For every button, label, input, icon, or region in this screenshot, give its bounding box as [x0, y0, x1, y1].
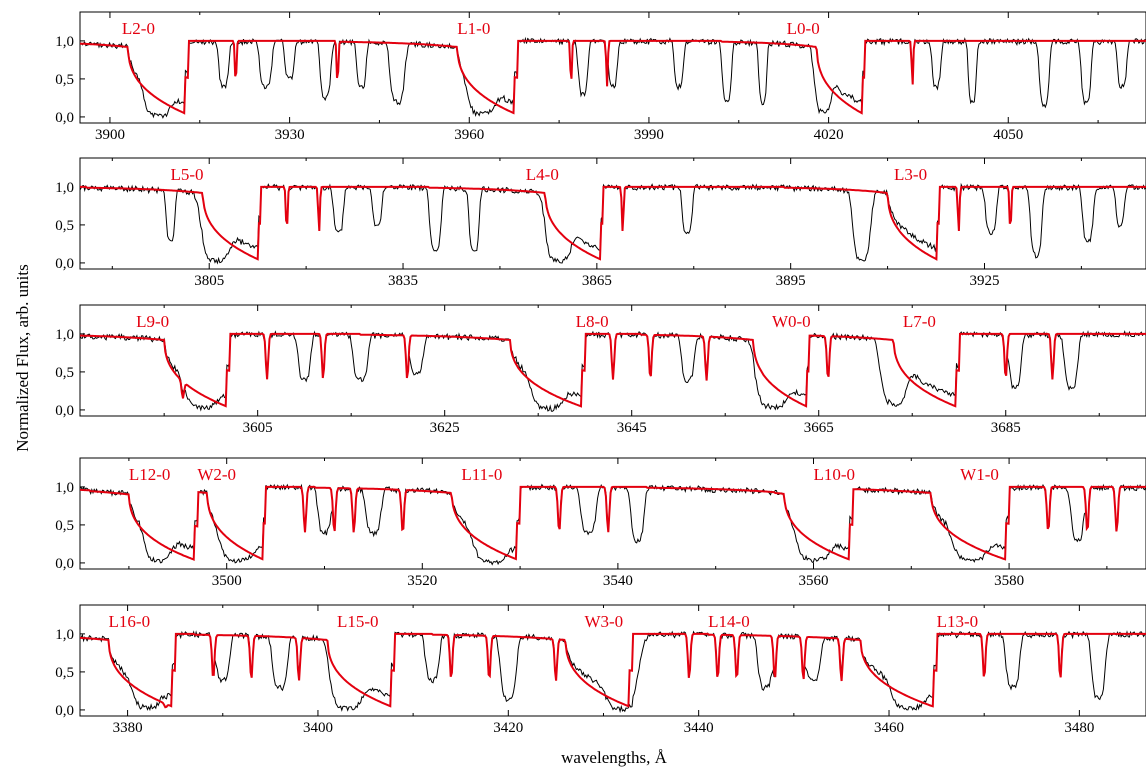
model-spectrum-line [80, 39, 1146, 115]
band-label: L13-0 [937, 612, 979, 631]
y-tick-label: 1,0 [55, 34, 74, 50]
band-label: W1-0 [960, 465, 999, 484]
series-group [80, 36, 1146, 119]
y-tick-label: 1,0 [55, 327, 74, 343]
x-tick-label: 3990 [634, 127, 664, 143]
y-tick-label: 0,0 [55, 703, 74, 719]
series-group [80, 630, 1146, 714]
panel-3: 0,0 0,5 1,0 3605 3625 3645 3665 3685 L9-0 L8-0 W0-… [55, 304, 1146, 436]
band-label: L2-0 [122, 19, 155, 38]
y-axis-title: Normalized Flux, arb. units [13, 264, 32, 451]
x-tick-label: 3625 [430, 420, 460, 436]
band-label: L4-0 [526, 165, 559, 184]
x-tick-label: 3805 [194, 273, 224, 289]
band-label: L16-0 [109, 612, 151, 631]
band-label: L10-0 [813, 465, 855, 484]
y-tick-label: 0,0 [55, 256, 74, 272]
y-tick-label: 1,0 [55, 480, 74, 496]
x-tick-label: 3835 [388, 273, 418, 289]
band-label: W2-0 [197, 465, 236, 484]
x-tick-label: 3895 [776, 273, 806, 289]
band-label: L8-0 [576, 312, 609, 331]
y-tick-label: 0,5 [55, 365, 74, 381]
y-tick-label: 1,0 [55, 627, 74, 643]
y-tick-label: 0,5 [55, 665, 74, 681]
band-label: L11-0 [461, 465, 502, 484]
y-tick-label: 0,5 [55, 518, 74, 534]
model-spectrum-line [80, 332, 1146, 408]
y-tick-label: 1,0 [55, 180, 74, 196]
y-tick-label: 0,5 [55, 218, 74, 234]
x-tick-label: 4050 [993, 127, 1023, 143]
series-group [80, 182, 1146, 265]
band-label: L7-0 [903, 312, 936, 331]
band-label: W0-0 [772, 312, 811, 331]
band-label: L0-0 [787, 19, 820, 38]
x-axis-title: wavelengths, Å [561, 748, 667, 767]
x-tick-label: 3580 [994, 573, 1024, 589]
observed-spectrum-line [80, 36, 1146, 119]
panel-4: 0,0 0,5 1,0 3500 3520 3540 3560 3580 L12-0 W2-0 L1… [55, 457, 1146, 589]
x-tick-label: 3645 [617, 420, 647, 436]
x-tick-label: 3560 [798, 573, 828, 589]
panel-2: 0,0 0,5 1,0 3805 3835 3865 3895 3925 L5-0 L4-0 L3-… [55, 157, 1146, 289]
series-group [80, 483, 1146, 566]
x-tick-label: 3900 [95, 127, 125, 143]
band-label: L3-0 [894, 165, 927, 184]
x-tick-label: 3520 [407, 573, 437, 589]
panel-frame [79, 157, 1146, 270]
x-tick-label: 3480 [1064, 720, 1094, 736]
band-label: L12-0 [129, 465, 171, 484]
panel-5: 0,0 0,5 1,0 3380 3400 3420 3440 3460 3480 L16-0 L1… [55, 604, 1146, 736]
band-label: L14-0 [708, 612, 750, 631]
x-tick-label: 3665 [804, 420, 834, 436]
x-tick-label: 4020 [814, 127, 844, 143]
x-tick-label: 3460 [874, 720, 904, 736]
panel-frame [79, 304, 1146, 417]
y-tick-label: 0,0 [55, 403, 74, 419]
x-tick-label: 3865 [582, 273, 612, 289]
x-tick-label: 3380 [113, 720, 143, 736]
y-tick-label: 0,5 [55, 72, 74, 88]
x-tick-label: 3925 [969, 273, 999, 289]
band-label: W3-0 [584, 612, 623, 631]
x-tick-label: 3685 [991, 420, 1021, 436]
panel-frame [79, 604, 1146, 717]
x-tick-label: 3500 [212, 573, 242, 589]
model-spectrum-line [80, 632, 1146, 709]
x-tick-label: 3420 [493, 720, 523, 736]
panel-1: 0,0 0,5 1,0 3900 3930 3960 3990 4020 4050 L2-0 L1-… [55, 11, 1146, 143]
model-spectrum-line [80, 485, 1146, 561]
panel-frame [79, 11, 1146, 124]
band-label: L15-0 [337, 612, 379, 631]
series-group [80, 330, 1146, 412]
band-label: L9-0 [136, 312, 169, 331]
x-tick-label: 3960 [454, 127, 484, 143]
observed-spectrum-line [80, 182, 1146, 265]
y-tick-label: 0,0 [55, 556, 74, 572]
panels: 0,0 0,5 1,0 3900 3930 3960 3990 4020 4050 L2-0 L1-… [55, 11, 1146, 736]
x-tick-label: 3400 [303, 720, 333, 736]
band-label: L1-0 [457, 19, 490, 38]
band-label: L5-0 [170, 165, 203, 184]
panel-frame [79, 457, 1146, 570]
y-tick-label: 0,0 [55, 110, 74, 126]
x-tick-label: 3440 [684, 720, 714, 736]
model-spectrum-line [80, 185, 1146, 261]
x-tick-label: 3930 [275, 127, 305, 143]
x-tick-label: 3605 [243, 420, 273, 436]
x-tick-label: 3540 [603, 573, 633, 589]
